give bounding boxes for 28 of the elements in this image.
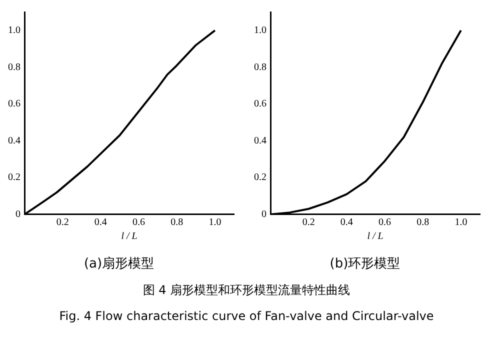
y-tick-label: 0.8: [8, 62, 20, 73]
x-tick-label: 0.4: [340, 217, 353, 228]
y-tick-label: 0.8: [254, 62, 266, 73]
x-tick-label: 0.8: [416, 217, 430, 228]
y-tick-label: 0.6: [8, 98, 20, 110]
x-tick-label: 0.2: [56, 217, 69, 228]
x-tick-label: 1.0: [208, 217, 222, 228]
caption: 图 4 扇形模型和环形模型流量特性曲线: [142, 282, 352, 299]
y-tick-label: 0.2: [8, 172, 20, 184]
caption: Fig. 4 Flow characteristic curve of Fan-valve and Circular-valve: [58, 309, 435, 323]
y-tick-label: 1.0: [254, 25, 266, 36]
y-tick-label: 0: [16, 209, 20, 220]
y-tick-label: 0.4: [254, 135, 266, 146]
x-tick-label: 0.2: [302, 217, 315, 228]
x-axis-title: l / L: [367, 231, 384, 242]
x-tick-label: 0.4: [94, 217, 107, 228]
x-tick-label: 1.0: [454, 217, 468, 228]
y-tick-label: 0.4: [8, 135, 20, 146]
y-tick-label: 0.2: [254, 172, 266, 184]
y-tick-label: 1.0: [8, 25, 20, 36]
x-axis-title: l / L: [121, 231, 138, 242]
y-tick-label: 0.6: [254, 98, 266, 110]
x-tick-label: 0.6: [378, 217, 392, 228]
text: (b)环形模型: [330, 256, 400, 272]
text: (a)扇形模型: [84, 256, 154, 272]
x-tick-label: 0.6: [132, 217, 146, 228]
x-tick-label: 0.8: [170, 217, 184, 228]
y-tick-label: 0: [262, 209, 266, 220]
